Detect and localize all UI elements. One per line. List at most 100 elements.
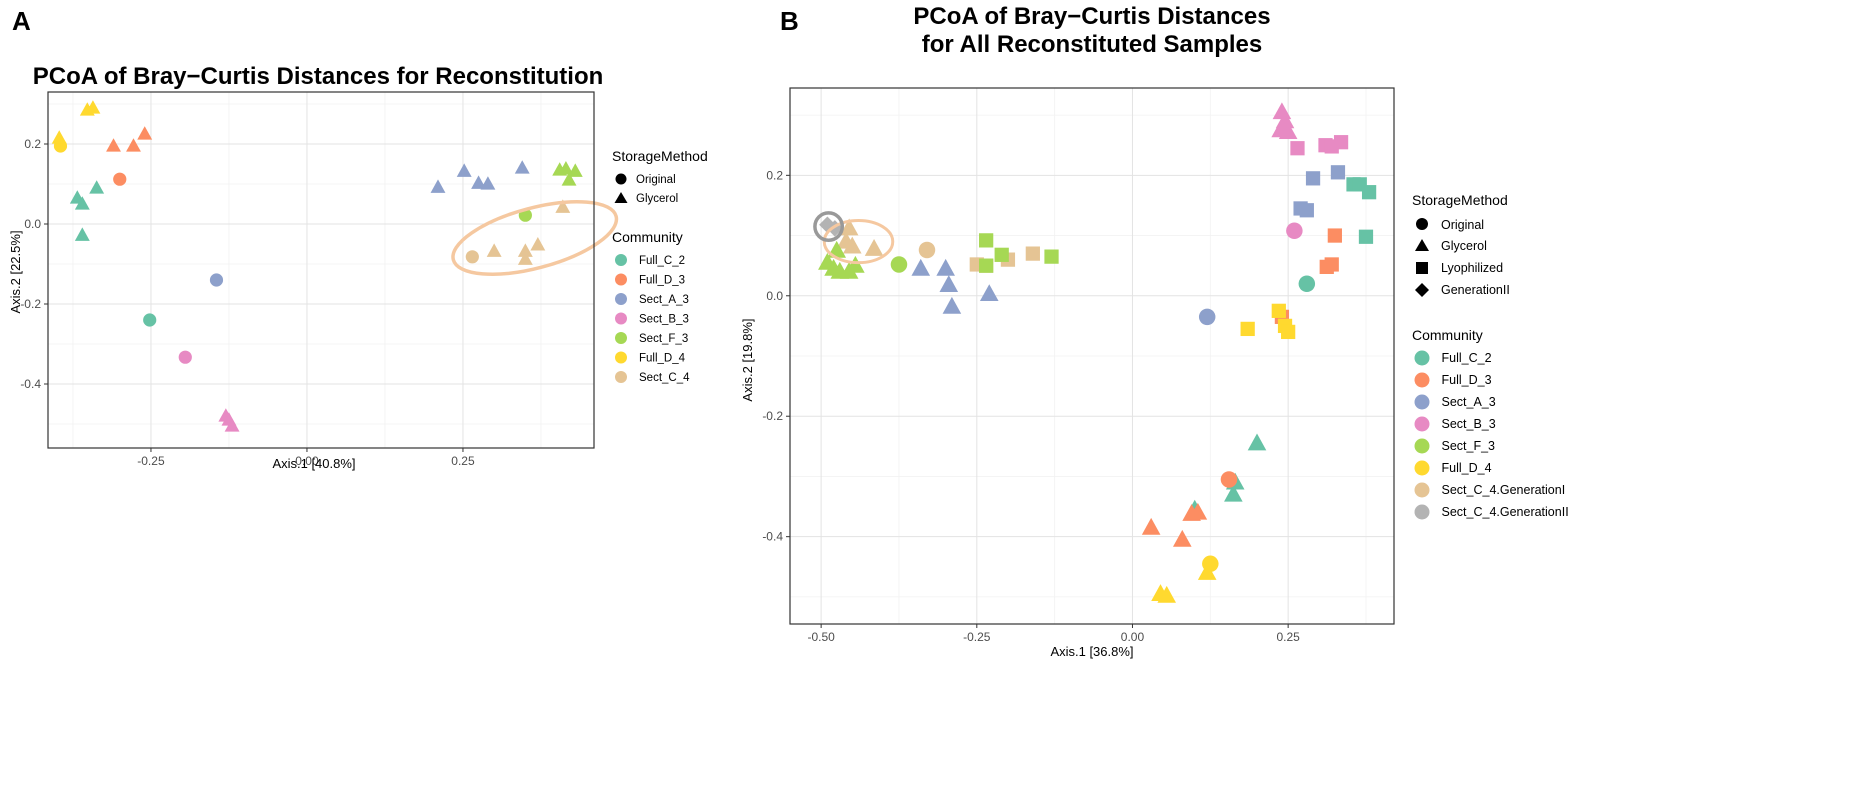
data-point [143, 313, 157, 327]
legend-community-label: Full_C_2 [1442, 351, 1492, 365]
legend-community-label: Full_D_4 [639, 353, 686, 365]
data-point [517, 251, 533, 265]
y-tick-label: -0.4 [20, 377, 41, 391]
data-point [1333, 135, 1349, 150]
panel-a-y-axis-label: Axis.2 [22.5%] [8, 230, 23, 313]
data-point [85, 100, 101, 114]
data-point [106, 138, 121, 152]
x-tick-label: 0.25 [1276, 630, 1300, 644]
legend-swatch-circle-icon [615, 312, 627, 325]
panel-b-legend-generationii: GenerationII [1441, 283, 1510, 297]
data-point [1141, 517, 1161, 535]
data-point [1298, 275, 1316, 292]
data-point [1198, 308, 1216, 326]
data-point [555, 199, 571, 213]
legend-swatch-circle-icon [1414, 460, 1430, 476]
data-point [89, 180, 105, 194]
panel-a-legend-community-title: Community [612, 229, 683, 245]
data-point [1305, 171, 1321, 186]
data-point [51, 130, 67, 144]
highlight-circle [813, 211, 845, 242]
data-point [979, 284, 999, 302]
data-point [480, 176, 496, 190]
data-point [209, 273, 224, 287]
legend-swatch-circle-icon [615, 332, 627, 344]
legend-community-label: Sect_B_3 [1442, 417, 1496, 431]
data-point [1330, 165, 1346, 180]
legend-swatch-circle-icon [1414, 482, 1430, 498]
panel-b-legend-glycerol: Glycerol [1441, 239, 1487, 253]
legend-swatch-circle-icon [1414, 416, 1430, 432]
data-point [126, 138, 141, 152]
data-point [1224, 484, 1243, 502]
legend-swatch-circle-icon [1414, 350, 1430, 366]
panel-a-plot: -0.25 0.00 0.25 -0.4 -0.2 0.0 0.2 [20, 91, 619, 468]
x-tick-label: -0.50 [807, 630, 835, 644]
highlight-ellipse [451, 199, 619, 277]
legend-community-label: Full_D_3 [1442, 373, 1492, 387]
legend-community-label: Full_D_4 [1442, 461, 1492, 475]
legend-swatch-circle-icon [1414, 372, 1430, 388]
panel-a-legend-storage-title: StorageMethod [612, 148, 708, 164]
data-point [1327, 228, 1342, 243]
y-tick-label: 0.0 [766, 289, 783, 303]
data-point [1286, 222, 1303, 239]
legend-diamond-icon [1415, 283, 1429, 297]
panel-a-legend: StorageMethod Original Glycerol Communit… [612, 148, 708, 384]
legend-triangle-icon [614, 192, 628, 203]
legend-community-label: Sect_A_3 [1442, 395, 1496, 409]
data-point [456, 163, 472, 177]
data-point [1278, 122, 1298, 140]
data-point [113, 172, 127, 186]
data-point [1247, 433, 1267, 451]
legend-circle-icon [615, 173, 627, 185]
data-point [558, 160, 574, 175]
data-point [1299, 203, 1314, 218]
legend-circle-icon [1416, 218, 1428, 230]
legend-community-label: Full_D_3 [639, 275, 685, 287]
legend-swatch-circle-icon [615, 371, 627, 383]
panel-b-plot: -0.50 -0.25 0.00 0.25 -0.4 -0.2 0.0 0.2 [762, 87, 1395, 644]
data-point [1290, 141, 1305, 156]
legend-community-label: Sect_A_3 [639, 294, 689, 306]
data-point [514, 160, 530, 174]
legend-swatch-circle-icon [615, 273, 627, 286]
data-point [1358, 229, 1374, 244]
data-point [846, 255, 865, 273]
data-point [465, 250, 479, 264]
legend-community-label: Sect_C_4.GenerationII [1442, 505, 1569, 519]
panel-a-legend-original: Original [636, 174, 676, 186]
plot-frame [789, 87, 1395, 625]
data-point [1197, 563, 1217, 580]
data-point [842, 236, 862, 254]
data-point [911, 258, 931, 276]
data-point [1361, 185, 1377, 200]
panel-b-legend-original: Original [1441, 218, 1484, 232]
data-point [1281, 324, 1296, 340]
y-tick-label: 0.0 [24, 217, 41, 231]
data-point [1220, 471, 1238, 488]
legend-swatch-circle-icon [615, 254, 627, 266]
x-tick-label: 0.00 [1121, 630, 1145, 644]
data-point [979, 233, 994, 248]
legend-community-label: Sect_C_4 [639, 372, 690, 384]
data-point [74, 196, 90, 210]
legend-swatch-circle-icon [1414, 504, 1430, 520]
data-point [530, 236, 546, 251]
data-point [137, 126, 153, 140]
data-point [178, 350, 192, 364]
data-point [1240, 321, 1255, 337]
y-tick-label: -0.2 [762, 409, 783, 423]
y-tick-label: 0.2 [766, 168, 783, 182]
panel-b-legend: StorageMethod Original Glycerol Lyophili… [1412, 192, 1569, 520]
data-point [839, 218, 859, 236]
legend-swatch-circle-icon [1414, 394, 1430, 410]
data-point [471, 175, 486, 189]
panel-b-letter: B [780, 6, 799, 36]
data-point [890, 256, 908, 273]
panel-b-y-axis-label: Axis.2 [19.8%] [740, 318, 755, 401]
x-tick-label: -0.25 [137, 454, 165, 468]
data-point [1271, 303, 1286, 318]
data-point [942, 296, 962, 314]
